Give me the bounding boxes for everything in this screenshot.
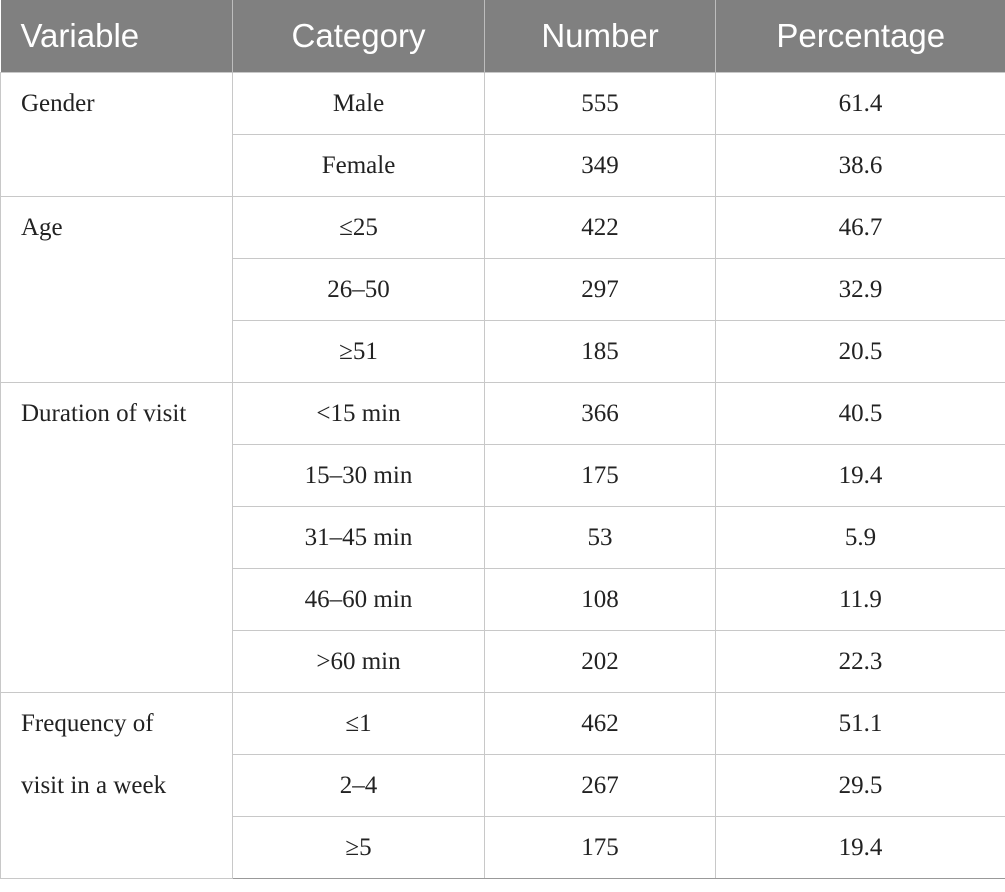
variable-cell: Frequency of visit in a week: [0, 692, 233, 879]
number-cell: 175: [484, 444, 716, 507]
percentage-cell: 32.9: [715, 258, 1005, 321]
number-cell: 422: [484, 196, 716, 259]
percentage-cell: 22.3: [715, 630, 1005, 693]
table-row: 46–60 min 108 11.9: [1, 568, 1005, 631]
category-cell: ≤1: [232, 692, 485, 755]
number-cell: 349: [484, 134, 716, 197]
variable-cell: Duration of visit: [0, 382, 233, 693]
percentage-cell: 20.5: [715, 320, 1005, 383]
category-cell: Male: [232, 72, 485, 135]
variable-cell: Age: [0, 196, 233, 383]
header-row: Variable Category Number Percentage: [0, 0, 1005, 73]
header-cell: Number: [484, 0, 716, 73]
category-cell: Female: [232, 134, 485, 197]
percentage-cell: 11.9: [715, 568, 1005, 631]
table-row: Duration of visit <15 min 366 40.5: [0, 382, 1005, 693]
category-cell: ≤25: [232, 196, 485, 259]
table-row: Age ≤25 422 46.7: [0, 196, 1005, 383]
table-body: Gender Male 555 61.4 Female 349 38.6 Age ≤25 422 4…: [0, 72, 1005, 879]
header-cell: Variable: [0, 0, 233, 73]
table-header: Variable Category Number Percentage: [0, 0, 1005, 73]
percentage-cell: 51.1: [715, 692, 1005, 755]
category-cell: <15 min: [232, 382, 485, 445]
percentage-cell: 61.4: [715, 72, 1005, 135]
number-cell: 108: [484, 568, 716, 631]
table-row: >60 min 202 22.3: [1, 630, 1005, 693]
category-cell: 2–4: [232, 754, 485, 817]
table-row: 2–4 267 29.5: [1, 754, 1005, 817]
table-row: ≥5 175 19.4: [1, 816, 1005, 879]
number-cell: 53: [484, 506, 716, 569]
category-cell: ≥5: [232, 816, 485, 879]
variable-label: Age: [21, 214, 63, 241]
table-row: Gender Male 555 61.4: [0, 72, 1005, 197]
number-cell: 555: [484, 72, 716, 135]
percentage-cell: 5.9: [715, 506, 1005, 569]
category-cell: 46–60 min: [232, 568, 485, 631]
variable-cell: Gender: [0, 72, 233, 197]
number-cell: 366: [484, 382, 716, 445]
number-cell: 297: [484, 258, 716, 321]
header-cell: Category: [232, 0, 485, 73]
percentage-cell: 40.5: [715, 382, 1005, 445]
variable-label: Gender: [21, 90, 95, 117]
percentage-cell: 19.4: [715, 816, 1005, 879]
table-row: Female 349 38.6: [1, 134, 1005, 197]
percentage-cell: 46.7: [715, 196, 1005, 259]
variable-label: Frequency of visit in a week: [21, 710, 167, 799]
percentage-cell: 38.6: [715, 134, 1005, 197]
number-cell: 267: [484, 754, 716, 817]
category-cell: 26–50: [232, 258, 485, 321]
category-cell: ≥51: [232, 320, 485, 383]
table-row: 15–30 min 175 19.4: [1, 444, 1005, 507]
number-cell: 185: [484, 320, 716, 383]
number-cell: 175: [484, 816, 716, 879]
percentage-cell: 19.4: [715, 444, 1005, 507]
category-cell: 15–30 min: [232, 444, 485, 507]
table-row: Frequency of visit in a week ≤1 462 51.1: [0, 692, 1005, 879]
number-cell: 462: [484, 692, 716, 755]
category-cell: >60 min: [232, 630, 485, 693]
category-cell: 31–45 min: [232, 506, 485, 569]
number-cell: 202: [484, 630, 716, 693]
percentage-cell: 29.5: [715, 754, 1005, 817]
table-row: 31–45 min 53 5.9: [1, 506, 1005, 569]
header-cell: Percentage: [715, 0, 1005, 73]
variable-label: Duration of visit: [21, 400, 187, 427]
